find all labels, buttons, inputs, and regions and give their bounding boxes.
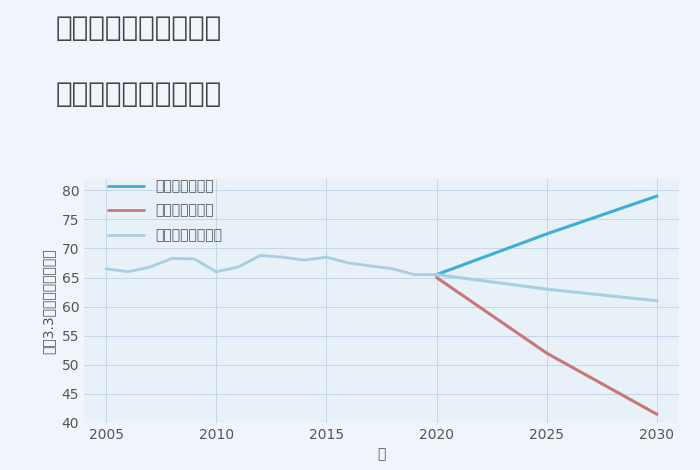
Text: 中古戸建ての価格推移: 中古戸建ての価格推移 bbox=[56, 80, 223, 108]
Text: 岐阜県岐阜市三橋町の: 岐阜県岐阜市三橋町の bbox=[56, 14, 223, 42]
Text: バッドシナリオ: バッドシナリオ bbox=[155, 204, 214, 217]
Y-axis label: 坪（3.3㎡）単価（万円）: 坪（3.3㎡）単価（万円） bbox=[42, 248, 56, 353]
Text: グッドシナリオ: グッドシナリオ bbox=[155, 179, 214, 193]
Text: ノーマルシナリオ: ノーマルシナリオ bbox=[155, 228, 223, 242]
X-axis label: 年: 年 bbox=[377, 447, 386, 462]
